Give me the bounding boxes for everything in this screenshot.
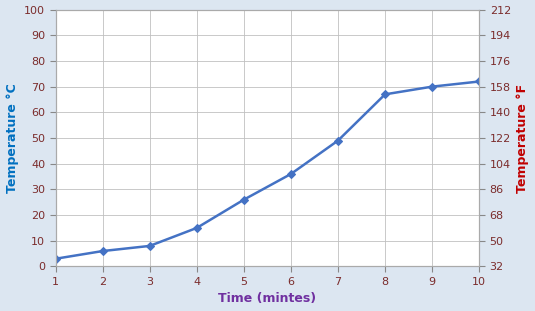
Y-axis label: Temperature °C: Temperature °C [5,83,19,193]
X-axis label: Time (mintes): Time (mintes) [218,292,316,305]
Y-axis label: Temperature °F: Temperature °F [516,83,530,193]
